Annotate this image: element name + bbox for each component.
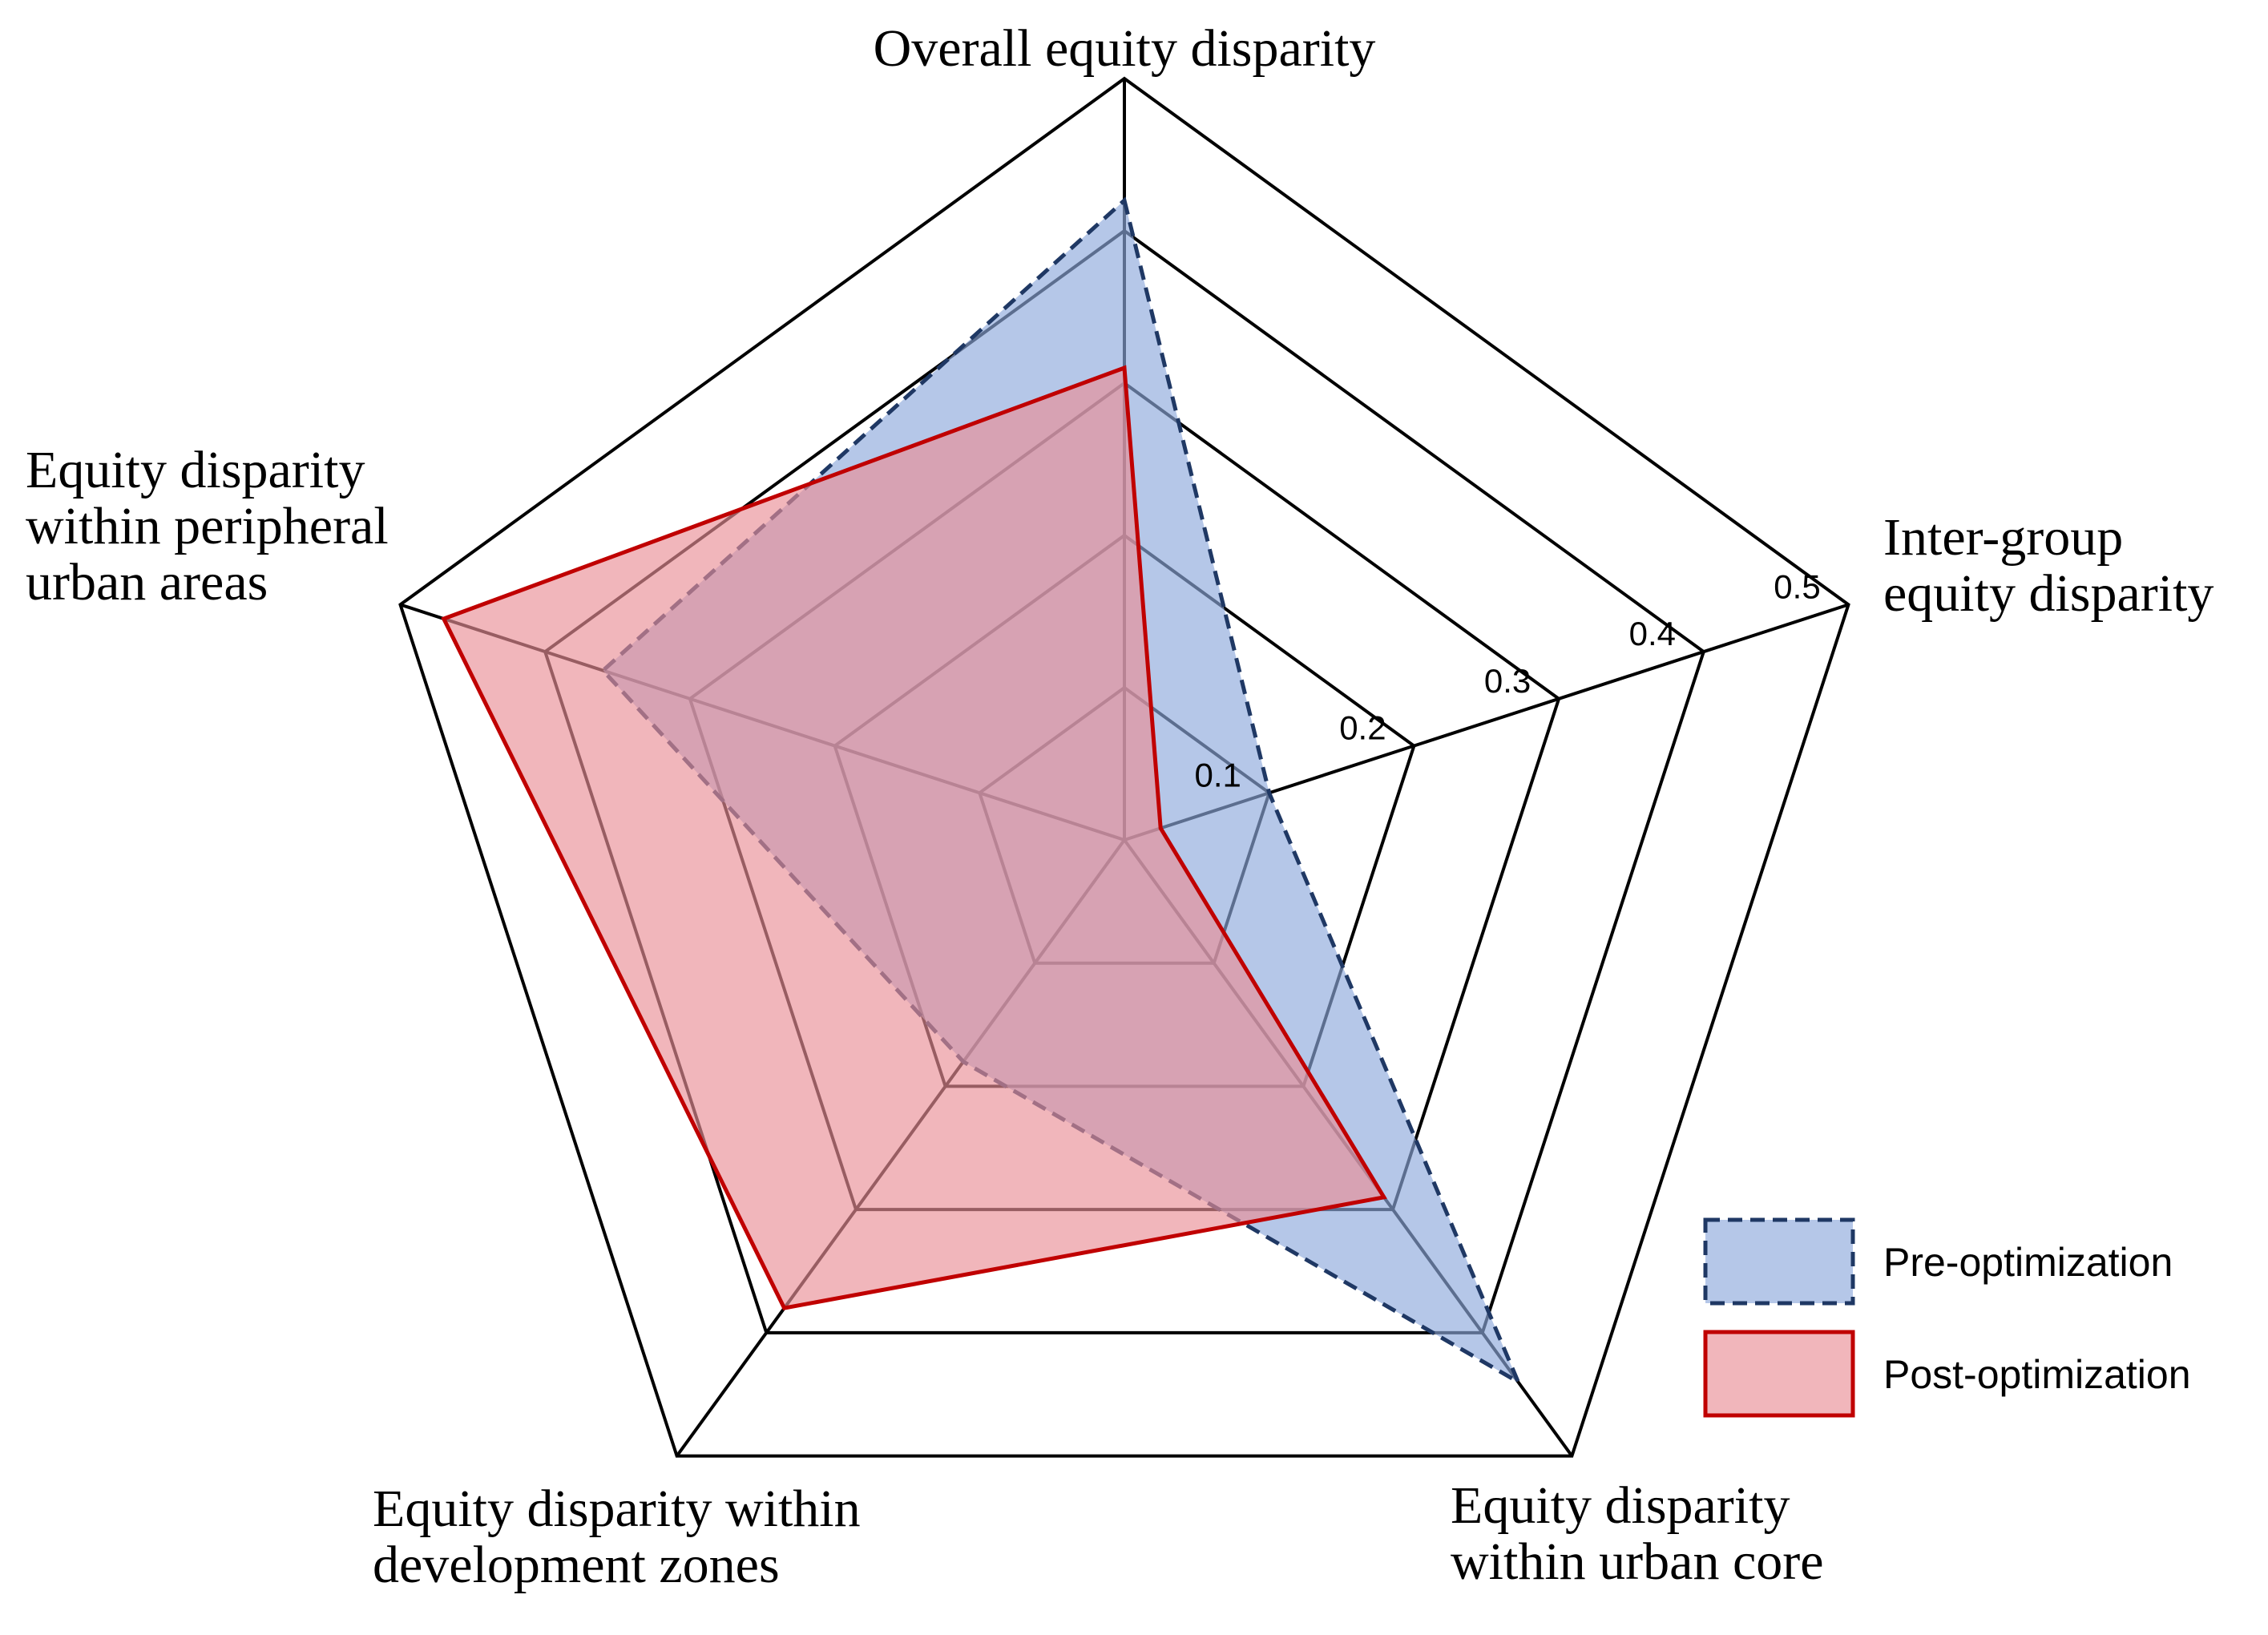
axis-label-devzones: Equity disparity within development zones <box>373 1480 861 1594</box>
legend-swatch-2 <box>1703 1330 1855 1418</box>
axis-label-line: within urban core <box>1451 1532 1824 1591</box>
axis-label-intergroup: Inter-group equity disparity <box>1883 508 2214 623</box>
axis-label-line: Inter-group <box>1883 508 2123 567</box>
axis-label-line: Equity disparity within <box>373 1480 861 1538</box>
axis-label-line: Equity disparity <box>26 441 365 499</box>
grid-ring-5 <box>398 76 1850 1458</box>
axis-label-overall: Overall equity disparity <box>874 19 1376 78</box>
tick-label-2: 0.2 <box>1339 709 1386 747</box>
tick-label-1: 0.1 <box>1195 756 1241 793</box>
tick-label-3: 0.3 <box>1484 662 1531 700</box>
axis-label-line: Equity disparity <box>1451 1476 1790 1535</box>
radial-tick-labels: 0.1 0.2 0.3 0.4 0.5 <box>1195 567 1821 793</box>
legend-label-2: Post-optimization <box>1883 1352 2191 1397</box>
axis-label-line: within peripheral <box>26 497 389 555</box>
axis-label-core: Equity disparity within urban core <box>1451 1476 1824 1591</box>
series-post-optimization <box>441 365 1387 1310</box>
legend-swatch-1 <box>1703 1217 1855 1306</box>
legend: Pre-optimization Post-optimization <box>1703 1217 2191 1418</box>
axis-labels: Overall equity disparity Inter-group equit… <box>26 19 2214 1594</box>
radar-series <box>441 196 1523 1387</box>
axis-label-line: Overall equity disparity <box>874 19 1376 78</box>
axis-label-line: development zones <box>373 1536 780 1594</box>
tick-label-5: 0.5 <box>1774 567 1820 605</box>
axis-label-line: equity disparity <box>1883 564 2214 623</box>
axis-label-line: urban areas <box>26 553 268 612</box>
legend-label-1: Pre-optimization <box>1883 1240 2173 1285</box>
tick-label-4: 0.4 <box>1629 615 1676 652</box>
axis-label-peripheral: Equity disparity within peripheral urban a… <box>26 441 389 612</box>
